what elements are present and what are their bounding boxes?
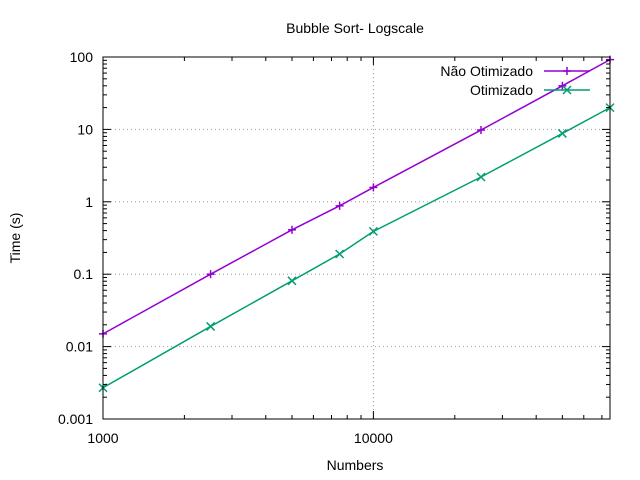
y-tick-label: 0.1 [74,266,94,282]
plot-frame [102,56,611,420]
y-tick-label: 1 [85,194,93,210]
data-point [557,128,567,138]
chart-title: Bubble Sort- Logscale [286,20,424,36]
x-tick-label: 10000 [354,430,393,446]
axis-ticks: 0.001 0.01 0.1 1 10 100 1000 10000 [58,49,610,446]
y-tick-label: 0.01 [66,339,93,355]
x-axis-label: Numbers [327,457,384,473]
plot-series [98,55,615,393]
data-point [287,225,296,234]
series-line [102,58,611,335]
legend-label: Otimizado [470,82,533,98]
grid [103,57,610,419]
data-point [335,201,344,210]
series-2 [98,103,615,393]
y-axis-label: Time (s) [7,213,23,264]
legend-label: Não Otimizado [440,63,533,79]
data-point [476,126,485,135]
data-point [287,276,297,286]
series-line [102,106,611,389]
legend-entry: Não Otimizado [440,63,590,79]
y-tick-label: 100 [70,49,94,65]
y-tick-label: 10 [77,121,93,137]
data-point [335,249,345,259]
data-point [558,81,567,90]
legend-marker [563,67,571,75]
data-point [369,183,378,192]
legend: Não Otimizado Otimizado [440,63,590,98]
legend-entry: Otimizado [470,82,590,98]
legend-marker [562,85,572,95]
series-1 [99,55,614,338]
data-point [206,321,216,331]
y-tick-label: 0.001 [58,411,93,427]
data-point [206,270,215,279]
data-point [368,226,378,236]
x-tick-label: 1000 [87,430,118,446]
data-point [476,172,486,182]
